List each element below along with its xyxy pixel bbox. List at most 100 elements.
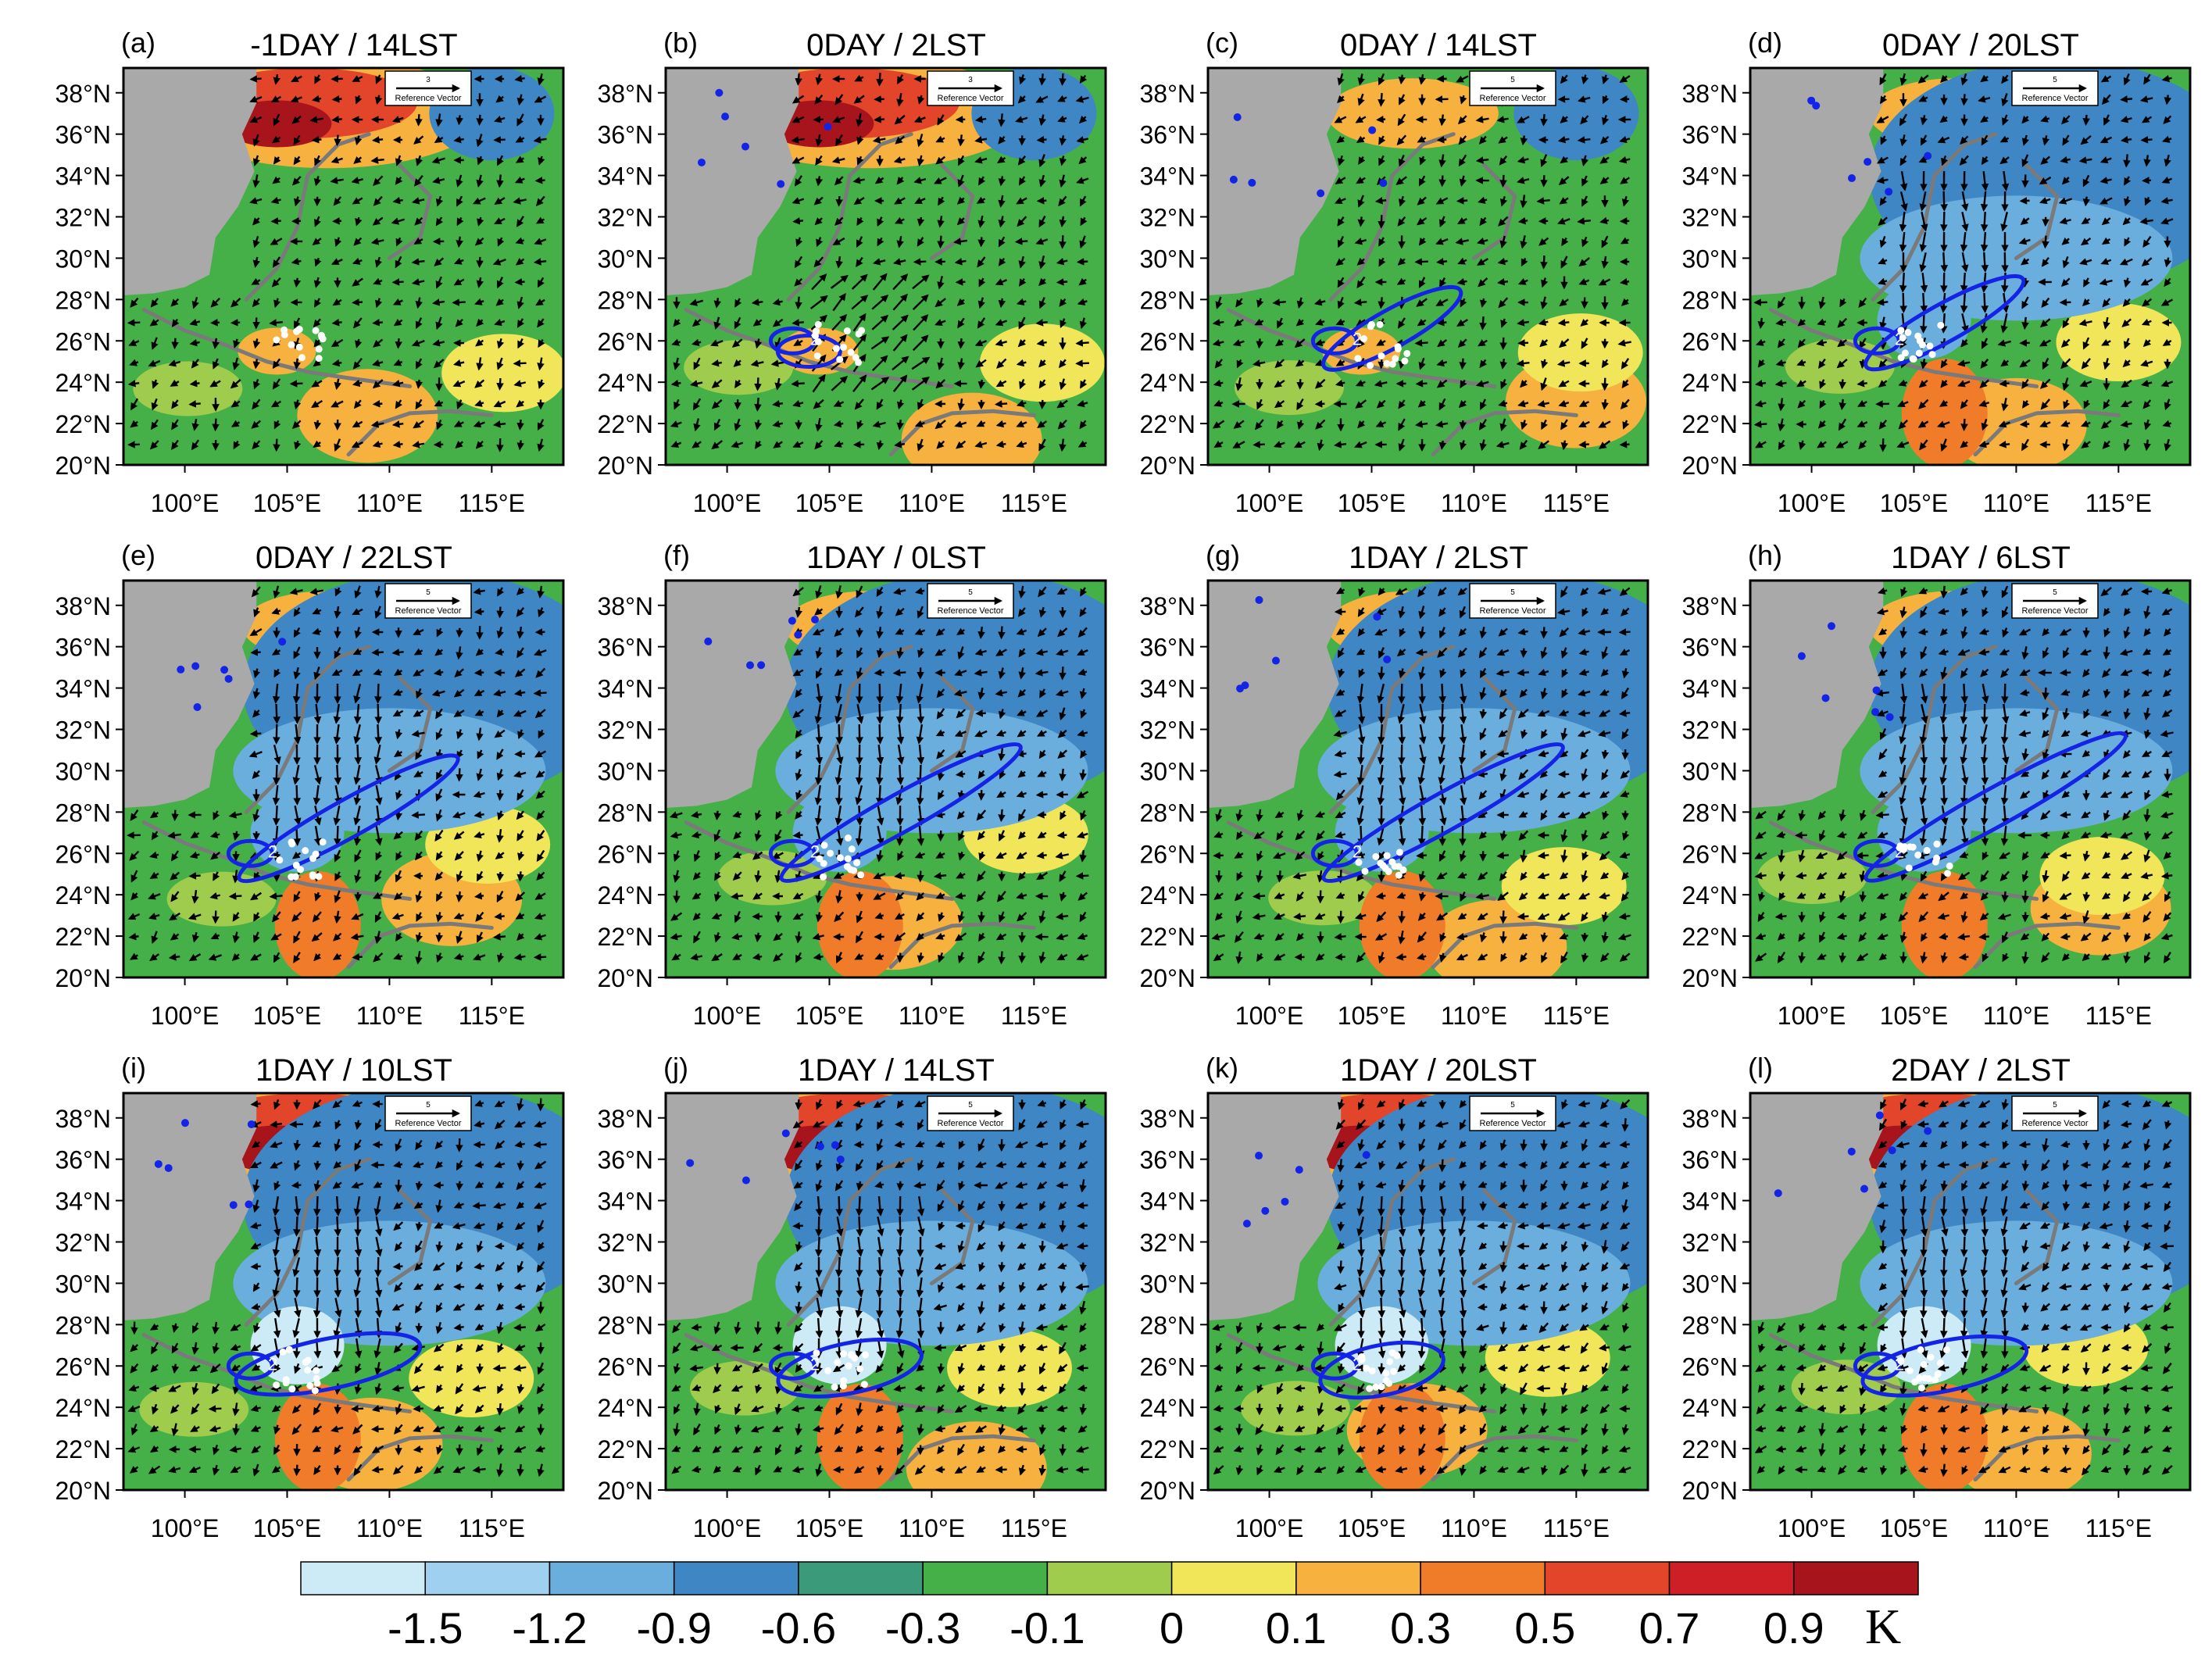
wind-arrow [713, 1363, 721, 1375]
colorbar-label: 0.5 [1514, 1603, 1575, 1653]
wind-arrow [534, 238, 547, 245]
wind-arrow [792, 156, 805, 164]
wind-arrow [496, 378, 504, 391]
lat-tick-label: 22°N [1140, 410, 1196, 438]
station-dot [306, 1382, 314, 1390]
lon-tick-label: 105°E [253, 489, 322, 517]
wind-arrow [456, 1444, 463, 1456]
lon-tick-label: 100°E [1778, 489, 1846, 517]
wind-arrow [435, 195, 444, 207]
wind-arrow [1540, 114, 1548, 127]
lat-tick-label: 34°N [1682, 675, 1739, 703]
wind-arrow [896, 764, 905, 785]
wind-arrow [516, 296, 524, 309]
wind-arrow [371, 649, 384, 656]
wind-arrow [213, 358, 220, 370]
wind-arrow [270, 95, 282, 103]
wind-arrow [477, 216, 484, 227]
wind-arrow [774, 911, 782, 924]
station-dot [273, 1381, 281, 1389]
wind-arrow [1398, 910, 1406, 924]
wind-arrow [334, 438, 341, 452]
wind-arrow [290, 95, 302, 103]
wind-arrow [2059, 669, 2071, 677]
wind-arrow [392, 440, 403, 448]
wind-arrow [228, 892, 242, 900]
lat-tick-label: 24°N [1140, 1394, 1196, 1422]
lat-tick-label: 26°N [55, 327, 112, 356]
station-dot [288, 840, 296, 848]
wind-arrow [1378, 215, 1385, 229]
wind-arrow [1019, 74, 1027, 85]
wind-arrow [252, 174, 260, 188]
contour-label: 2 [810, 1355, 820, 1374]
wind-arrow [835, 1195, 843, 1217]
wind-arrow [516, 871, 524, 882]
precip-dot [1774, 1189, 1782, 1198]
wind-arrow [334, 134, 341, 147]
wind-arrow [1753, 420, 1767, 428]
station-dot [1897, 327, 1905, 334]
wind-arrow [353, 237, 363, 246]
panel-label: (a) [121, 27, 155, 59]
wind-arrow [977, 237, 985, 248]
lon-tick-label: 105°E [253, 1002, 322, 1030]
lat-tick-label: 28°N [55, 799, 112, 827]
wind-arrow [517, 338, 524, 349]
wind-arrow [415, 398, 423, 410]
station-dot [853, 859, 861, 867]
map-panel-e: 2 5 Reference Vector (e) 0DAY / 22LST 38°N 36°… [55, 539, 565, 1030]
reference-vector-value: 5 [2053, 588, 2057, 597]
lat-tick-label: 34°N [1682, 1188, 1739, 1216]
lat-tick-label: 24°N [55, 1394, 112, 1422]
wind-arrow [492, 420, 506, 428]
wind-arrow [853, 95, 865, 104]
wind-arrow [1015, 116, 1028, 123]
wind-arrow [1479, 316, 1487, 331]
station-dot [813, 352, 821, 359]
wind-arrow [354, 744, 362, 765]
colorbar-swatch [424, 1561, 551, 1595]
lat-tick-label: 26°N [1140, 1352, 1196, 1381]
wind-arrow [1520, 1139, 1528, 1152]
map-panel-a: 3 Reference Vector (a) -1DAY / 14LST 38°N 36°… [55, 27, 565, 517]
wind-arrow [496, 174, 504, 188]
wind-arrow [998, 113, 1006, 127]
wind-arrow [1059, 135, 1067, 146]
wind-arrow [373, 175, 384, 186]
wind-arrow [1960, 418, 1968, 432]
wind-arrow [456, 195, 463, 207]
station-dot [1936, 1359, 1944, 1367]
lat-tick-label: 28°N [598, 286, 654, 314]
wind-arrow [432, 298, 445, 306]
wind-arrow [1418, 805, 1427, 826]
wind-arrow [1036, 197, 1047, 205]
wind-arrow [230, 379, 241, 389]
wind-arrow [1899, 627, 1907, 639]
station-dot [820, 873, 827, 881]
wind-arrow [1817, 1404, 1827, 1413]
lat-tick-label: 36°N [55, 634, 112, 662]
wind-arrow [473, 420, 485, 428]
wind-arrow [1537, 852, 1549, 859]
wind-arrow [1917, 627, 1928, 636]
wind-arrow [2060, 932, 2071, 941]
map-panel-b: 23Reference Vector(b)0DAY / 2LST38°N36°N… [598, 27, 1107, 517]
wind-arrow [1075, 95, 1089, 103]
colorbar-swatch [300, 1561, 426, 1595]
wind-arrow [433, 359, 445, 369]
wind-arrow [456, 399, 464, 410]
lat-tick-label: 36°N [1140, 121, 1196, 149]
lat-tick-label: 36°N [1140, 634, 1196, 662]
wind-arrow [148, 359, 161, 367]
wind-arrow [917, 95, 925, 105]
wind-arrow [233, 338, 241, 348]
wind-arrow [291, 257, 302, 266]
lat-tick-label: 24°N [598, 881, 654, 909]
wind-arrow [1075, 872, 1089, 880]
wind-arrow [1981, 252, 1989, 273]
wind-arrow [151, 398, 159, 411]
colorbar-label: 0.9 [1764, 1603, 1824, 1653]
wind-arrow [1879, 1444, 1887, 1456]
wind-arrow [354, 1256, 362, 1277]
